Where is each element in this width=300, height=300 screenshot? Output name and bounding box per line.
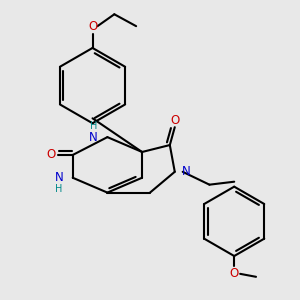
- Text: N: N: [182, 165, 191, 178]
- Text: H: H: [90, 121, 97, 131]
- Text: O: O: [230, 267, 239, 280]
- Text: H: H: [55, 184, 62, 194]
- Text: N: N: [55, 171, 63, 184]
- Text: O: O: [46, 148, 56, 161]
- Text: O: O: [170, 114, 179, 127]
- Text: O: O: [88, 20, 97, 33]
- Text: N: N: [89, 130, 98, 144]
